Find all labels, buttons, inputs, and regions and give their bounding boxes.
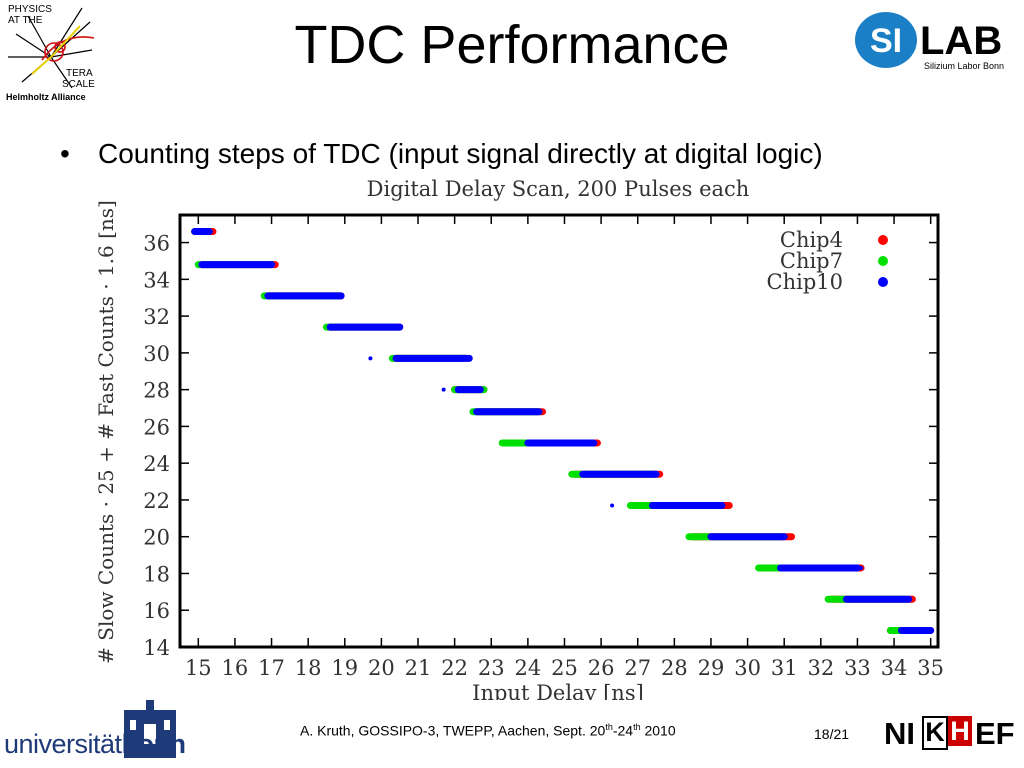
y-tick-label: 24 <box>143 452 170 476</box>
x-tick-label: 21 <box>405 656 432 680</box>
x-tick-label: 27 <box>624 656 651 680</box>
nikhef-ni: NI <box>884 716 915 751</box>
delay-scan-chart: Digital Delay Scan, 200 Pulses each Inpu… <box>94 177 944 700</box>
x-tick-label: 25 <box>551 656 578 680</box>
y-tick-label: 30 <box>143 342 170 366</box>
x-tick-label: 23 <box>478 656 505 680</box>
logo-text-line4: SCALE <box>62 79 95 90</box>
logo-text-line1: PHYSICS <box>8 4 52 15</box>
chip10-outlier-point <box>368 356 373 361</box>
x-tick-label: 26 <box>588 656 615 680</box>
nikhef-logo: NI K H EF <box>884 714 1024 754</box>
x-tick-label: 24 <box>515 656 542 680</box>
legend-label-chip7: Chip7 <box>780 249 843 273</box>
y-tick-label: 26 <box>143 415 170 439</box>
logo-text-line2: AT THE <box>8 15 43 26</box>
x-tick-label: 18 <box>295 656 322 680</box>
silab-emblem-icon: SI LAB Silizium Labor Bonn <box>855 12 1004 71</box>
chart-marks <box>191 228 935 634</box>
university-suffix: bonn <box>121 729 186 759</box>
nikhef-h: H <box>948 716 972 746</box>
university-wordmark: universitätbonn <box>4 729 186 760</box>
y-tick-label: 14 <box>143 636 170 660</box>
y-tick-label: 28 <box>143 379 170 403</box>
x-tick-label: 33 <box>844 656 871 680</box>
y-tick-label: 32 <box>143 305 170 329</box>
chip10-outlier-point <box>610 503 615 508</box>
x-tick-label: 31 <box>771 656 798 680</box>
plot-frame <box>178 213 940 649</box>
x-tick-label: 35 <box>917 656 944 680</box>
physics-at-terascale-logo: PHYSICS AT THE TERA SCALE Helmholtz Alli… <box>2 2 100 104</box>
x-tick-label: 32 <box>807 656 834 680</box>
nikhef-k: K <box>922 716 948 750</box>
chip10-outlier-point <box>441 387 446 392</box>
x-tick-label: 17 <box>258 656 285 680</box>
university-bonn-logo: universitätbonn <box>4 696 186 764</box>
university-building-icon <box>124 700 176 758</box>
footer-citation: A. Kruth, GOSSIPO-3, TWEPP, Aachen, Sept… <box>300 722 676 739</box>
chart-ticks: 15 16 17 18 19 20 21 22 23 24 25 26 27 28 29 30 31 32 33 34… <box>143 215 944 680</box>
terascale-emblem-icon <box>8 7 95 89</box>
silab-word: LAB <box>920 19 1002 63</box>
x-tick-label: 22 <box>441 656 468 680</box>
footer-year: 2010 <box>640 722 676 739</box>
silab-mark: SI <box>870 22 902 60</box>
bullet-dot-icon: • <box>60 138 70 169</box>
nikhef-ef: EF <box>975 716 1015 751</box>
legend-marker-chip4 <box>878 235 888 245</box>
y-tick-label: 34 <box>143 268 170 292</box>
y-tick-label: 20 <box>143 526 170 550</box>
silab-subtitle: Silizium Labor Bonn <box>924 61 1004 71</box>
legend-marker-chip7 <box>878 256 888 266</box>
x-axis-label: Input Delay [ns] <box>472 681 644 700</box>
y-tick-label: 36 <box>143 232 170 256</box>
logo-text-line5: Helmholtz Alliance <box>6 92 86 102</box>
x-tick-label: 30 <box>734 656 761 680</box>
x-tick-label: 15 <box>185 656 212 680</box>
footer-sup1: th <box>605 722 613 732</box>
bullet-item: • Counting steps of TDC (input signal dir… <box>60 137 823 171</box>
x-tick-label: 34 <box>881 656 908 680</box>
x-tick-label: 19 <box>331 656 358 680</box>
silab-logo: SI LAB Silizium Labor Bonn <box>852 8 1024 74</box>
x-tick-label: 20 <box>368 656 395 680</box>
page-number: 18/21 <box>814 726 850 742</box>
university-prefix: universität <box>4 729 122 759</box>
logo-text-line3: TERA <box>66 68 93 79</box>
chart-title: Digital Delay Scan, 200 Pulses each <box>367 177 750 201</box>
y-tick-label: 22 <box>143 489 170 513</box>
legend-label-chip10: Chip10 <box>767 270 843 294</box>
x-tick-label: 16 <box>222 656 249 680</box>
y-tick-label: 16 <box>143 599 170 623</box>
legend-label-chip4: Chip4 <box>780 228 843 252</box>
y-axis-label: # Slow Counts · 25 + # Fast Counts · 1.6… <box>94 200 118 664</box>
y-tick-label: 18 <box>143 562 170 586</box>
footer-main: A. Kruth, GOSSIPO-3, TWEPP, Aachen, Sept… <box>300 722 606 739</box>
footer-sup2: th <box>633 722 641 732</box>
slide-title: TDC Performance <box>294 15 730 75</box>
bullet-text: Counting steps of TDC (input signal dire… <box>98 138 823 169</box>
x-tick-label: 28 <box>661 656 688 680</box>
x-tick-label: 29 <box>698 656 725 680</box>
legend-marker-chip10 <box>878 277 888 287</box>
chip10-outlier-point <box>859 565 864 570</box>
footer-mid: -24 <box>612 722 634 739</box>
